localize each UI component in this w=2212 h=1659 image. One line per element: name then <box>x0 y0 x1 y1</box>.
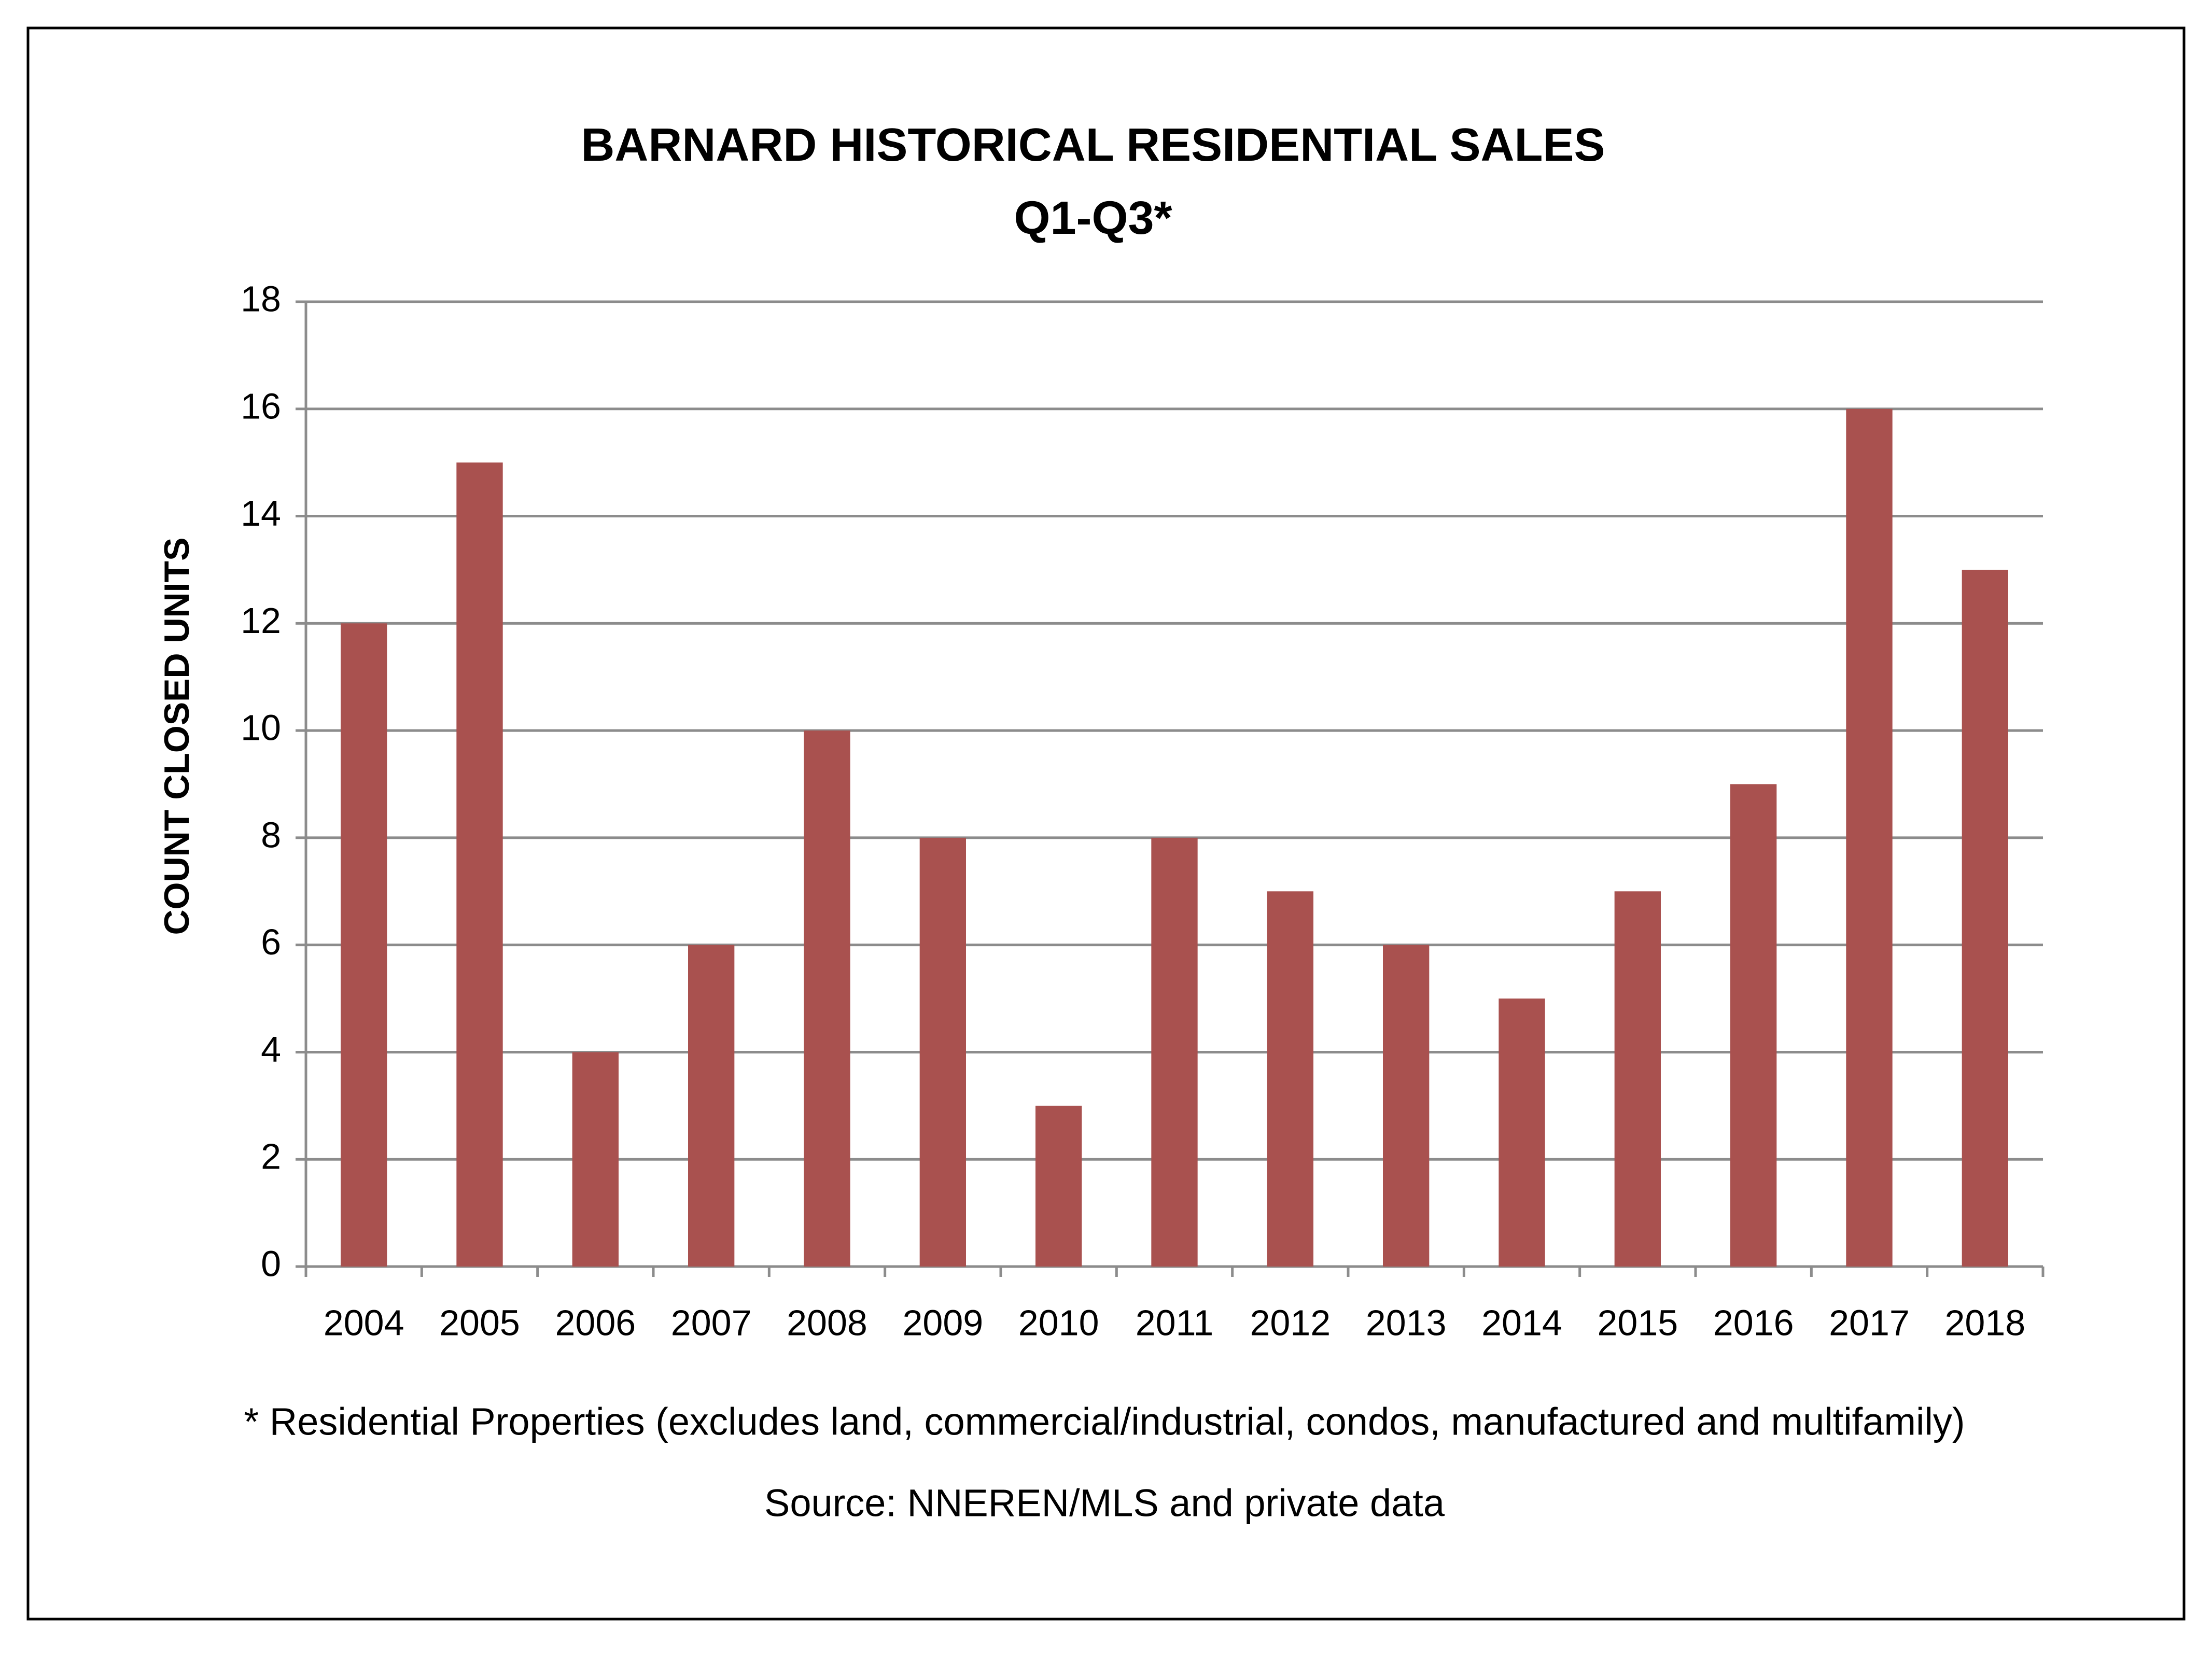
y-tick-label: 0 <box>261 1243 281 1284</box>
bar <box>1151 837 1198 1267</box>
x-tick-label: 2009 <box>902 1302 983 1343</box>
y-tick-label: 18 <box>241 278 281 319</box>
x-tick-label: 2007 <box>671 1302 752 1343</box>
y-tick-label: 2 <box>261 1136 281 1177</box>
x-tick-label: 2015 <box>1597 1302 1678 1343</box>
bar <box>1383 945 1430 1267</box>
chart-border <box>26 26 2186 1621</box>
bar <box>688 945 735 1267</box>
source: Source: NNEREN/MLS and private data <box>764 1482 1445 1525</box>
bar <box>1035 1105 1082 1267</box>
y-tick-label: 12 <box>241 600 281 641</box>
x-tick-label: 2011 <box>1136 1302 1214 1343</box>
bar <box>1730 784 1777 1267</box>
y-axis-label: COUNT CLOSED UNITS <box>157 538 197 935</box>
x-tick-label: 2004 <box>324 1302 404 1343</box>
x-tick-label: 2016 <box>1713 1302 1794 1343</box>
x-tick-label: 2008 <box>787 1302 867 1343</box>
x-tick-label: 2010 <box>1018 1302 1099 1343</box>
bar <box>1614 891 1661 1267</box>
bar <box>919 837 966 1267</box>
y-tick-label: 6 <box>261 922 281 962</box>
x-tick-label: 2014 <box>1481 1302 1562 1343</box>
bar <box>456 462 503 1267</box>
x-tick-label: 2017 <box>1829 1302 1910 1343</box>
x-tick-label: 2018 <box>1944 1302 2025 1343</box>
bar <box>1962 569 2008 1267</box>
y-tick-label: 8 <box>261 814 281 855</box>
y-tick-label: 4 <box>261 1029 281 1070</box>
y-tick-label: 14 <box>241 493 281 533</box>
bar <box>341 623 387 1267</box>
chart-title: BARNARD HISTORICAL RESIDENTIAL SALES <box>581 119 1605 171</box>
bar <box>1846 409 1893 1267</box>
bar <box>1267 891 1313 1267</box>
x-tick-label: 2013 <box>1366 1302 1447 1343</box>
x-tick-label: 2005 <box>439 1302 520 1343</box>
x-tick-label: 2012 <box>1250 1302 1331 1343</box>
y-tick-label: 10 <box>241 708 281 748</box>
bar <box>1499 999 1545 1267</box>
footnote: * Residential Properties (excludes land,… <box>244 1400 1965 1443</box>
chart-subtitle: Q1-Q3* <box>1014 192 1172 244</box>
x-tick-label: 2006 <box>555 1302 636 1343</box>
y-tick-label: 16 <box>241 386 281 426</box>
bar <box>572 1052 619 1267</box>
bar <box>804 730 850 1267</box>
